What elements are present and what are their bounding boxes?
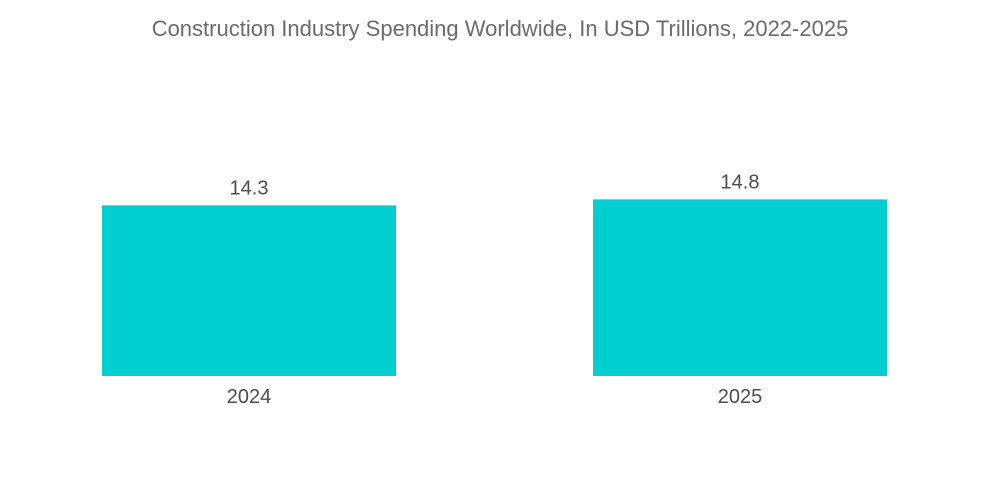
bar-2024: [102, 205, 396, 376]
labels-layer: 14.3 2024 14.8 2025: [227, 171, 763, 408]
x-tick-label-2025: 2025: [718, 386, 763, 408]
value-label-2024: 14.3: [230, 177, 269, 199]
bar-2025: [593, 199, 887, 376]
chart-title: Construction Industry Spending Worldwide…: [151, 16, 849, 41]
x-tick-label-2024: 2024: [227, 386, 272, 408]
value-label-2025: 14.8: [721, 171, 760, 193]
bars-layer: [102, 199, 887, 376]
